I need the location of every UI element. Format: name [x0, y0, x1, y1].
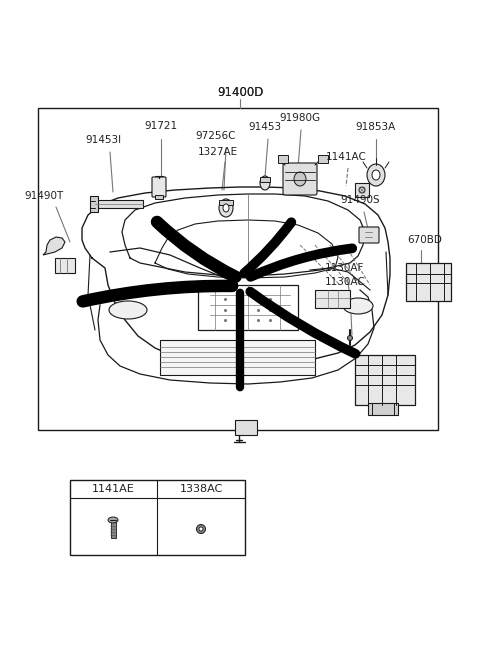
FancyBboxPatch shape	[359, 227, 379, 243]
Bar	[160, 340, 315, 375]
Text: 91400D: 91400D	[217, 85, 263, 98]
Bar	[406, 263, 451, 301]
Text: 97256C: 97256C	[196, 131, 236, 141]
Text: 1338AC: 1338AC	[180, 484, 223, 494]
Text: 91721: 91721	[144, 121, 178, 131]
Ellipse shape	[372, 170, 380, 180]
Ellipse shape	[196, 525, 205, 533]
Polygon shape	[43, 237, 65, 255]
Ellipse shape	[109, 301, 147, 319]
Bar	[315, 290, 350, 308]
Bar	[260, 177, 270, 182]
Bar	[368, 403, 398, 415]
Bar	[219, 200, 233, 205]
Bar	[70, 480, 245, 555]
Bar	[38, 108, 438, 430]
FancyBboxPatch shape	[152, 177, 166, 197]
Text: 1327AE: 1327AE	[198, 147, 238, 157]
Text: 91853A: 91853A	[355, 122, 395, 132]
Ellipse shape	[260, 176, 270, 190]
Bar	[95, 200, 143, 208]
Text: 91490T: 91490T	[24, 191, 64, 201]
FancyBboxPatch shape	[283, 163, 317, 195]
Text: 1141AE: 1141AE	[92, 484, 134, 494]
Text: 91453: 91453	[249, 122, 282, 132]
Bar	[90, 196, 98, 212]
Ellipse shape	[359, 187, 365, 193]
Ellipse shape	[294, 172, 306, 186]
Ellipse shape	[343, 298, 373, 314]
Text: 91400D: 91400D	[217, 85, 263, 98]
Bar	[318, 155, 328, 163]
Text: 1130AF: 1130AF	[325, 263, 365, 273]
Bar	[355, 183, 369, 197]
Ellipse shape	[223, 204, 229, 212]
Bar	[355, 355, 415, 405]
Ellipse shape	[348, 335, 352, 340]
Text: 1141AC: 1141AC	[325, 152, 366, 162]
Bar	[235, 420, 257, 435]
Bar	[55, 258, 75, 273]
Ellipse shape	[108, 517, 118, 523]
Text: 91490S: 91490S	[340, 195, 380, 205]
Text: 91453I: 91453I	[85, 135, 121, 145]
Text: 670BD: 670BD	[408, 235, 443, 245]
Ellipse shape	[199, 527, 203, 531]
Bar	[278, 155, 288, 163]
Ellipse shape	[219, 199, 233, 217]
Bar	[110, 522, 116, 538]
Bar	[198, 285, 298, 330]
Bar	[155, 195, 163, 199]
Text: 91980G: 91980G	[279, 113, 321, 123]
Text: 1130AC: 1130AC	[324, 277, 365, 287]
Ellipse shape	[367, 164, 385, 186]
